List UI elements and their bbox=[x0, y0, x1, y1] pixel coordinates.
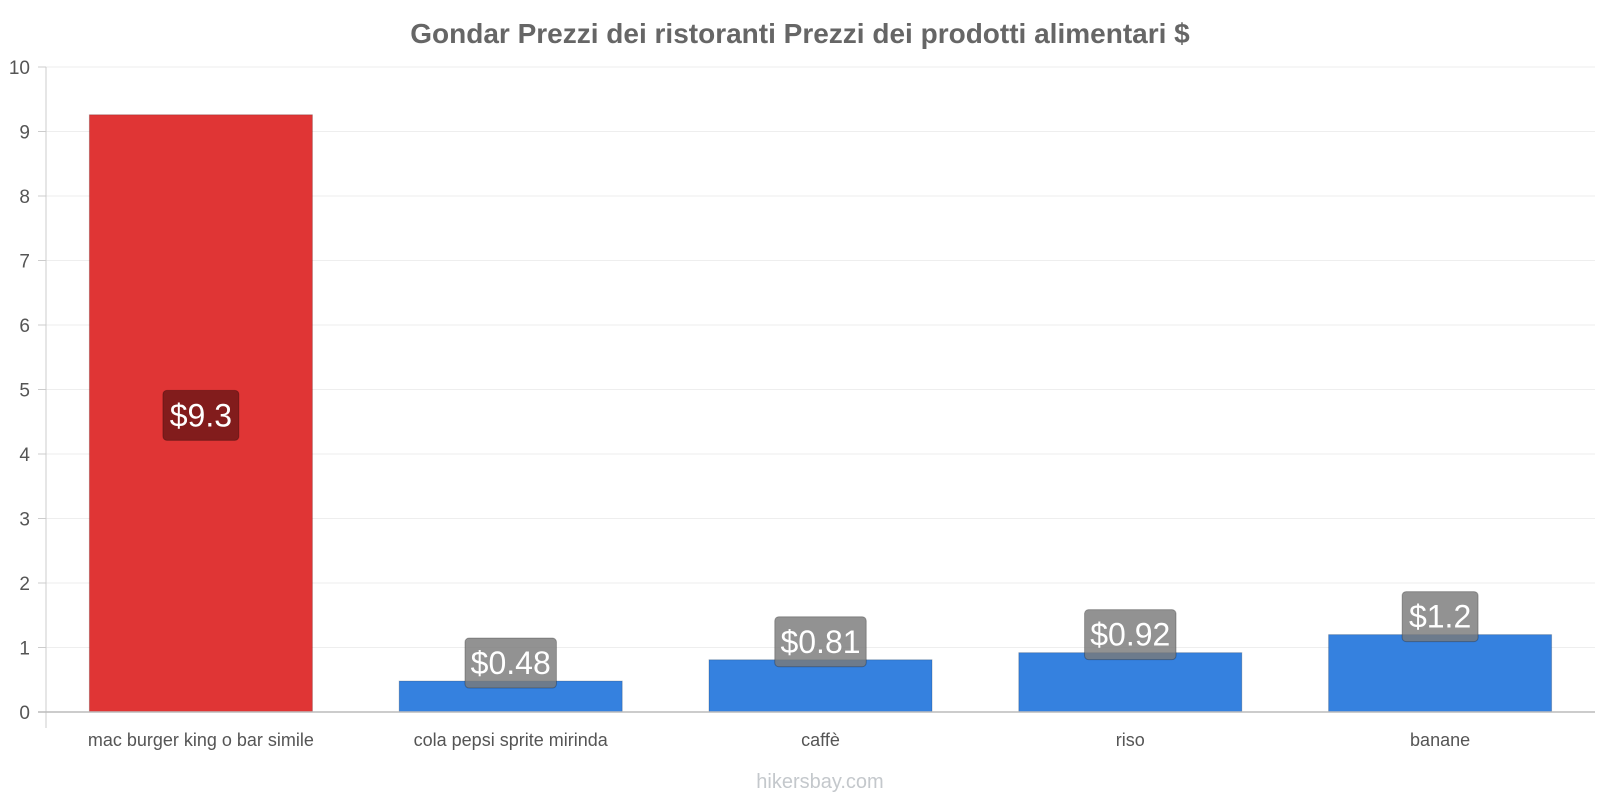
x-category-label: banane bbox=[1410, 730, 1470, 750]
x-axis: mac burger king o bar simile cola pepsi s… bbox=[38, 711, 1595, 750]
y-tick-label: 7 bbox=[19, 252, 30, 273]
watermark: hikersbay.com bbox=[756, 771, 883, 793]
bar bbox=[1328, 634, 1553, 713]
data-label-box bbox=[1084, 609, 1177, 661]
data-label: $9.3 bbox=[170, 397, 232, 433]
y-tick-label: 2 bbox=[19, 574, 30, 595]
x-category-label: riso bbox=[1116, 730, 1145, 750]
data-label-box bbox=[464, 637, 557, 689]
data-label-box bbox=[774, 616, 867, 668]
data-label: $1.2 bbox=[1409, 599, 1471, 635]
y-tick-label: 4 bbox=[19, 445, 30, 466]
y-tick-label: 1 bbox=[19, 639, 30, 660]
y-tick-label: 9 bbox=[19, 123, 30, 144]
data-label: $0.92 bbox=[1090, 617, 1170, 653]
x-category-label: caffè bbox=[801, 730, 840, 750]
y-tick-label: 0 bbox=[19, 703, 30, 724]
data-labels: $9.3 $0.48 $0.81 $0.92 $1.2 bbox=[162, 389, 1479, 689]
y-tick-label: 8 bbox=[19, 187, 30, 208]
y-axis: 0 1 2 3 4 5 6 7 8 9 10 bbox=[9, 58, 47, 728]
data-label: $0.81 bbox=[780, 624, 860, 660]
y-tick-label: 10 bbox=[9, 58, 30, 79]
data-label-box bbox=[1401, 591, 1479, 643]
bar bbox=[1018, 652, 1243, 713]
chart-title: Gondar Prezzi dei ristoranti Prezzi dei … bbox=[410, 18, 1190, 49]
x-category-label: mac burger king o bar simile bbox=[88, 730, 314, 750]
y-tick-label: 6 bbox=[19, 316, 30, 337]
x-category-label: cola pepsi sprite mirinda bbox=[414, 730, 609, 750]
data-label: $0.48 bbox=[471, 645, 551, 681]
data-label-box bbox=[162, 389, 240, 441]
y-tick-label: 5 bbox=[19, 381, 30, 402]
y-tick-label: 3 bbox=[19, 510, 30, 531]
bar bbox=[708, 659, 933, 713]
